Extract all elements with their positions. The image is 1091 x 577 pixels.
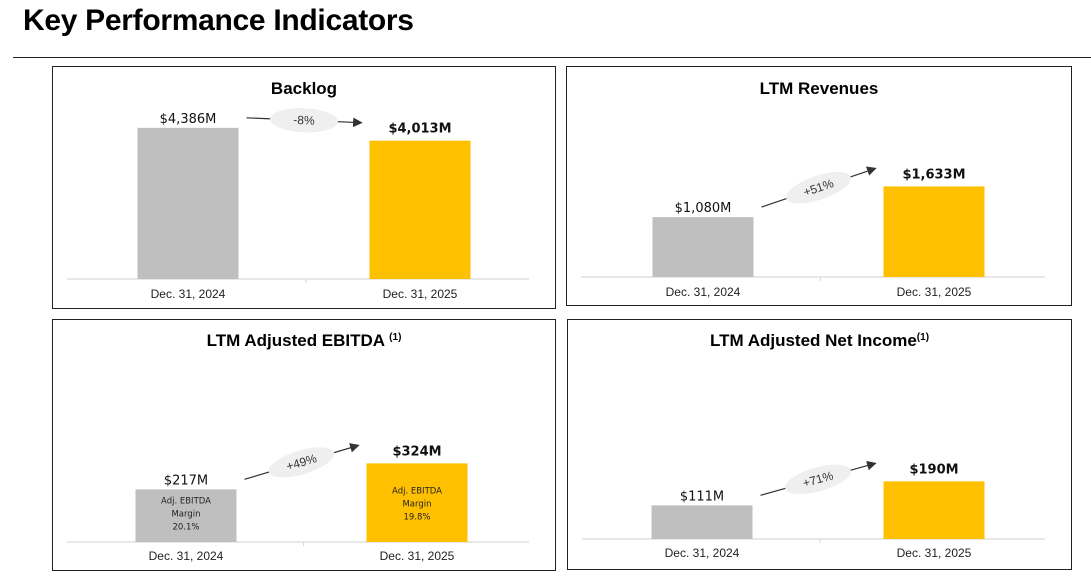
data-label: $324M [392, 444, 441, 459]
backlog-chart-panel: Backlog $4,386M Dec. 31, 2024 $4,013M Dec. 3… [52, 66, 556, 309]
change-bubble [268, 447, 335, 478]
ltm-adjusted-net-income-svg: LTM Adjusted Net Income(1) $111M Dec. 31, … [582, 331, 1045, 560]
ltm-revenues-svg: LTM Revenues $1,080M Dec. 31, 2024 $1,633M D… [581, 79, 1045, 299]
bar-current [369, 140, 471, 279]
category-tick-label: Dec. 31, 2025 [380, 549, 455, 563]
change-bubble [786, 171, 851, 204]
ltm-adjusted-ebitda-chart-panel: LTM Adjusted EBITDA (1) $217M Dec. 31, 202… [52, 319, 556, 571]
change-percent-label: -8% [293, 113, 315, 128]
bar-prior [137, 127, 239, 279]
data-label: $111M [680, 489, 724, 504]
category-tick-label: Dec. 31, 2024 [665, 546, 740, 560]
bar-inner-label: Adj. EBITDA [392, 486, 442, 496]
ltm-adjusted-net-income-chart-panel: LTM Adjusted Net Income(1) $111M Dec. 31, … [567, 319, 1072, 570]
change-bubble [270, 108, 338, 133]
bar-inner-label: Adj. EBITDA [161, 496, 211, 506]
category-tick-label: Dec. 31, 2025 [897, 285, 972, 299]
bar-inner-label: Margin [402, 499, 431, 509]
data-label: $190M [909, 462, 958, 477]
chart-title: LTM Adjusted EBITDA (1) [207, 331, 402, 350]
category-tick-label: Dec. 31, 2024 [151, 287, 226, 301]
backlog-svg: Backlog $4,386M Dec. 31, 2024 $4,013M Dec. 3… [67, 79, 529, 301]
bar-inner-label: 20.1% [172, 522, 199, 532]
bar-prior [652, 217, 754, 277]
category-tick-label: Dec. 31, 2024 [666, 285, 741, 299]
data-label: $4,386M [160, 112, 217, 127]
data-label: $1,633M [902, 167, 965, 182]
category-tick-label: Dec. 31, 2025 [383, 287, 458, 301]
bar-prior [135, 489, 237, 542]
change-bubble [785, 464, 851, 495]
chart-title: LTM Adjusted Net Income(1) [710, 331, 929, 350]
data-label: $217M [164, 473, 208, 488]
title-divider [13, 57, 1091, 58]
bar-current [366, 463, 468, 542]
ltm-adjusted-ebitda-svg: LTM Adjusted EBITDA (1) $217M Dec. 31, 202… [67, 331, 529, 563]
category-tick-label: Dec. 31, 2025 [897, 546, 972, 560]
category-tick-label: Dec. 31, 2024 [149, 549, 224, 563]
page-title: Key Performance Indicators [23, 4, 414, 37]
chart-title: Backlog [271, 79, 337, 98]
ltm-revenues-chart-panel: LTM Revenues $1,080M Dec. 31, 2024 $1,633M D… [566, 66, 1072, 306]
data-label: $1,080M [675, 201, 732, 216]
bar-prior [651, 505, 753, 539]
bar-current [883, 481, 985, 539]
chart-title: LTM Revenues [760, 79, 879, 98]
bar-current [883, 186, 985, 277]
bar-inner-label: 19.8% [403, 512, 430, 522]
bar-inner-label: Margin [171, 509, 200, 519]
data-label: $4,013M [388, 122, 451, 137]
